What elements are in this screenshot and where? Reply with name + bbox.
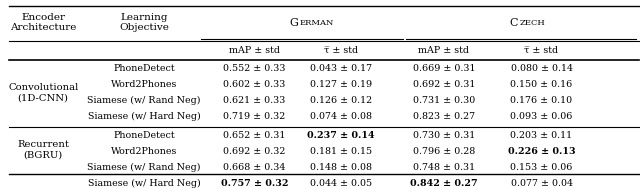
- Text: 0.126 ± 0.12: 0.126 ± 0.12: [310, 96, 372, 105]
- Text: 0.719 ± 0.32: 0.719 ± 0.32: [223, 112, 285, 121]
- Text: Siamese (w/ Hard Neg): Siamese (w/ Hard Neg): [88, 112, 200, 121]
- Text: ZECH: ZECH: [519, 19, 545, 27]
- Text: PhoneDetect: PhoneDetect: [113, 64, 175, 73]
- Text: C: C: [509, 17, 518, 28]
- Text: 0.602 ± 0.33: 0.602 ± 0.33: [223, 80, 285, 89]
- Text: mAP ± std: mAP ± std: [229, 46, 280, 55]
- Text: 0.148 ± 0.08: 0.148 ± 0.08: [310, 163, 372, 172]
- Text: Word2Phones: Word2Phones: [111, 147, 177, 156]
- Text: 0.823 ± 0.27: 0.823 ± 0.27: [413, 112, 475, 121]
- Text: 0.757 ± 0.32: 0.757 ± 0.32: [221, 179, 288, 188]
- Text: Recurrent
(BGRU): Recurrent (BGRU): [17, 140, 69, 160]
- Text: 0.080 ± 0.14: 0.080 ± 0.14: [511, 64, 573, 73]
- Text: 0.226 ± 0.13: 0.226 ± 0.13: [508, 147, 575, 156]
- Text: τ̅ ± std: τ̅ ± std: [324, 46, 358, 55]
- Text: 0.621 ± 0.33: 0.621 ± 0.33: [223, 96, 285, 105]
- Text: 0.127 ± 0.19: 0.127 ± 0.19: [310, 80, 372, 89]
- Text: Word2Phones: Word2Phones: [111, 80, 177, 89]
- Text: Siamese (w/ Hard Neg): Siamese (w/ Hard Neg): [88, 179, 200, 188]
- Text: 0.842 ± 0.27: 0.842 ± 0.27: [410, 179, 477, 188]
- Text: 0.181 ± 0.15: 0.181 ± 0.15: [310, 147, 372, 156]
- Text: 0.043 ± 0.17: 0.043 ± 0.17: [310, 64, 372, 73]
- Text: 0.093 ± 0.06: 0.093 ± 0.06: [510, 112, 573, 121]
- Text: 0.074 ± 0.08: 0.074 ± 0.08: [310, 112, 372, 121]
- Text: 0.153 ± 0.06: 0.153 ± 0.06: [510, 163, 573, 172]
- Text: 0.692 ± 0.31: 0.692 ± 0.31: [413, 80, 475, 89]
- Text: Encoder
Architecture: Encoder Architecture: [10, 13, 76, 32]
- Text: 0.652 ± 0.31: 0.652 ± 0.31: [223, 131, 285, 140]
- Text: 0.692 ± 0.32: 0.692 ± 0.32: [223, 147, 285, 156]
- Text: Siamese (w/ Rand Neg): Siamese (w/ Rand Neg): [88, 163, 201, 172]
- Text: 0.150 ± 0.16: 0.150 ± 0.16: [511, 80, 573, 89]
- Text: τ̅ ± std: τ̅ ± std: [524, 46, 559, 55]
- Text: Learning
Objective: Learning Objective: [119, 13, 169, 32]
- Text: 0.176 ± 0.10: 0.176 ± 0.10: [511, 96, 573, 105]
- Text: Siamese (w/ Rand Neg): Siamese (w/ Rand Neg): [88, 96, 201, 105]
- Text: ERMAN: ERMAN: [300, 19, 334, 27]
- Text: 0.730 ± 0.31: 0.730 ± 0.31: [413, 131, 475, 140]
- Text: 0.044 ± 0.05: 0.044 ± 0.05: [310, 179, 372, 188]
- Text: PhoneDetect: PhoneDetect: [113, 131, 175, 140]
- Text: 0.748 ± 0.31: 0.748 ± 0.31: [413, 163, 475, 172]
- Text: mAP ± std: mAP ± std: [419, 46, 469, 55]
- Text: 0.668 ± 0.34: 0.668 ± 0.34: [223, 163, 285, 172]
- Text: 0.669 ± 0.31: 0.669 ± 0.31: [413, 64, 475, 73]
- Text: Convolutional
(1D-CNN): Convolutional (1D-CNN): [8, 83, 78, 103]
- Text: G: G: [290, 17, 299, 28]
- Text: 0.203 ± 0.11: 0.203 ± 0.11: [511, 131, 573, 140]
- Text: 0.552 ± 0.33: 0.552 ± 0.33: [223, 64, 286, 73]
- Text: 0.796 ± 0.28: 0.796 ± 0.28: [413, 147, 475, 156]
- Text: 0.237 ± 0.14: 0.237 ± 0.14: [307, 131, 375, 140]
- Text: 0.731 ± 0.30: 0.731 ± 0.30: [413, 96, 475, 105]
- Text: 0.077 ± 0.04: 0.077 ± 0.04: [511, 179, 573, 188]
